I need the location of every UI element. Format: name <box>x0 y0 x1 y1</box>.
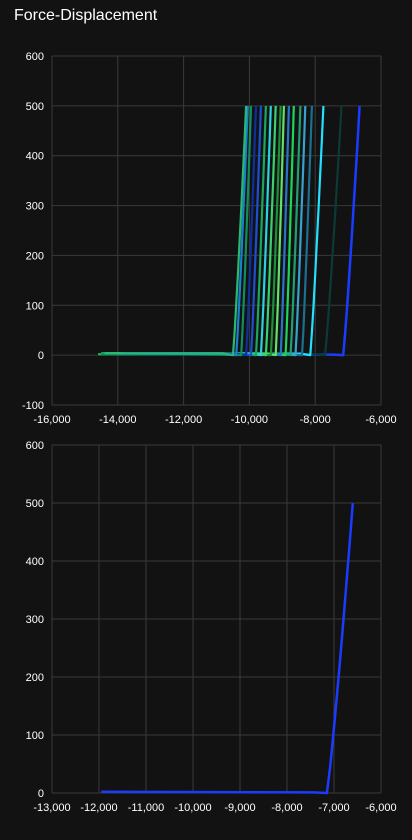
x-tick-label: -6,000 <box>365 414 396 426</box>
series-line <box>98 105 295 357</box>
x-tick-label: -8,000 <box>271 802 302 814</box>
series-line <box>150 105 343 357</box>
y-tick-label: 0 <box>38 788 44 800</box>
x-tick-label: -10,000 <box>231 414 268 426</box>
series-line <box>101 105 282 357</box>
series-line <box>114 105 277 357</box>
y-tick-label: 100 <box>26 730 44 742</box>
y-tick-label: 600 <box>26 440 44 452</box>
series-line <box>111 105 307 357</box>
series-line <box>111 105 262 357</box>
series-line <box>121 105 258 357</box>
y-tick-label: 400 <box>26 556 44 568</box>
series-line <box>101 105 253 357</box>
series-line <box>124 105 272 357</box>
force-displacement-chart-all: -16,000 -14,000 -12,000 -10,000 -8,000 -6,000… <box>22 51 397 426</box>
x-tick-label: -16,000 <box>33 414 70 426</box>
y-tick-label: 400 <box>26 151 44 163</box>
series-line <box>101 502 355 795</box>
y-tick-label: 200 <box>26 250 44 262</box>
y-tick-label: 500 <box>26 101 44 113</box>
y-tick-label: 300 <box>26 201 44 213</box>
x-tick-label: -14,000 <box>99 414 136 426</box>
series-line <box>183 105 361 357</box>
series-line <box>104 105 248 357</box>
x-tick-label: -12,000 <box>80 802 117 814</box>
x-tick-label: -9,000 <box>224 802 255 814</box>
series-line <box>101 105 302 357</box>
series-line <box>98 105 267 357</box>
page-title: Force-Displacement <box>14 7 158 24</box>
y-tick-label: -100 <box>22 400 44 412</box>
series-line <box>104 105 290 357</box>
y-tick-label: 500 <box>26 498 44 510</box>
y-tick-label: 600 <box>26 51 44 63</box>
series-line <box>107 105 285 357</box>
x-tick-label: -7,000 <box>318 802 349 814</box>
y-tick-label: 0 <box>38 350 44 362</box>
x-tick-label: -8,000 <box>300 414 331 426</box>
y-tick-label: 100 <box>26 300 44 312</box>
x-tick-label: -6,000 <box>365 802 396 814</box>
y-tick-label: 300 <box>26 614 44 626</box>
x-tick-label: -11,000 <box>128 802 165 814</box>
y-tick-label: 200 <box>26 672 44 684</box>
x-tick-label: -10,000 <box>174 802 211 814</box>
x-tick-label: -13,000 <box>33 802 70 814</box>
series-line <box>134 105 325 357</box>
x-tick-label: -12,000 <box>165 414 202 426</box>
series-line <box>117 105 313 357</box>
